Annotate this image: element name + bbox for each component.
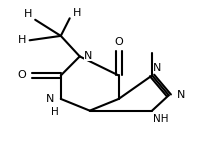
Text: H: H	[18, 35, 26, 45]
Text: N: N	[46, 94, 55, 104]
Text: H: H	[51, 107, 59, 117]
Text: N: N	[84, 51, 92, 61]
Text: H: H	[24, 9, 32, 19]
Text: NH: NH	[153, 114, 169, 124]
Text: O: O	[17, 70, 26, 81]
Text: N: N	[153, 63, 162, 73]
Text: N: N	[177, 90, 186, 100]
Text: O: O	[114, 37, 123, 47]
Text: H: H	[72, 8, 81, 18]
